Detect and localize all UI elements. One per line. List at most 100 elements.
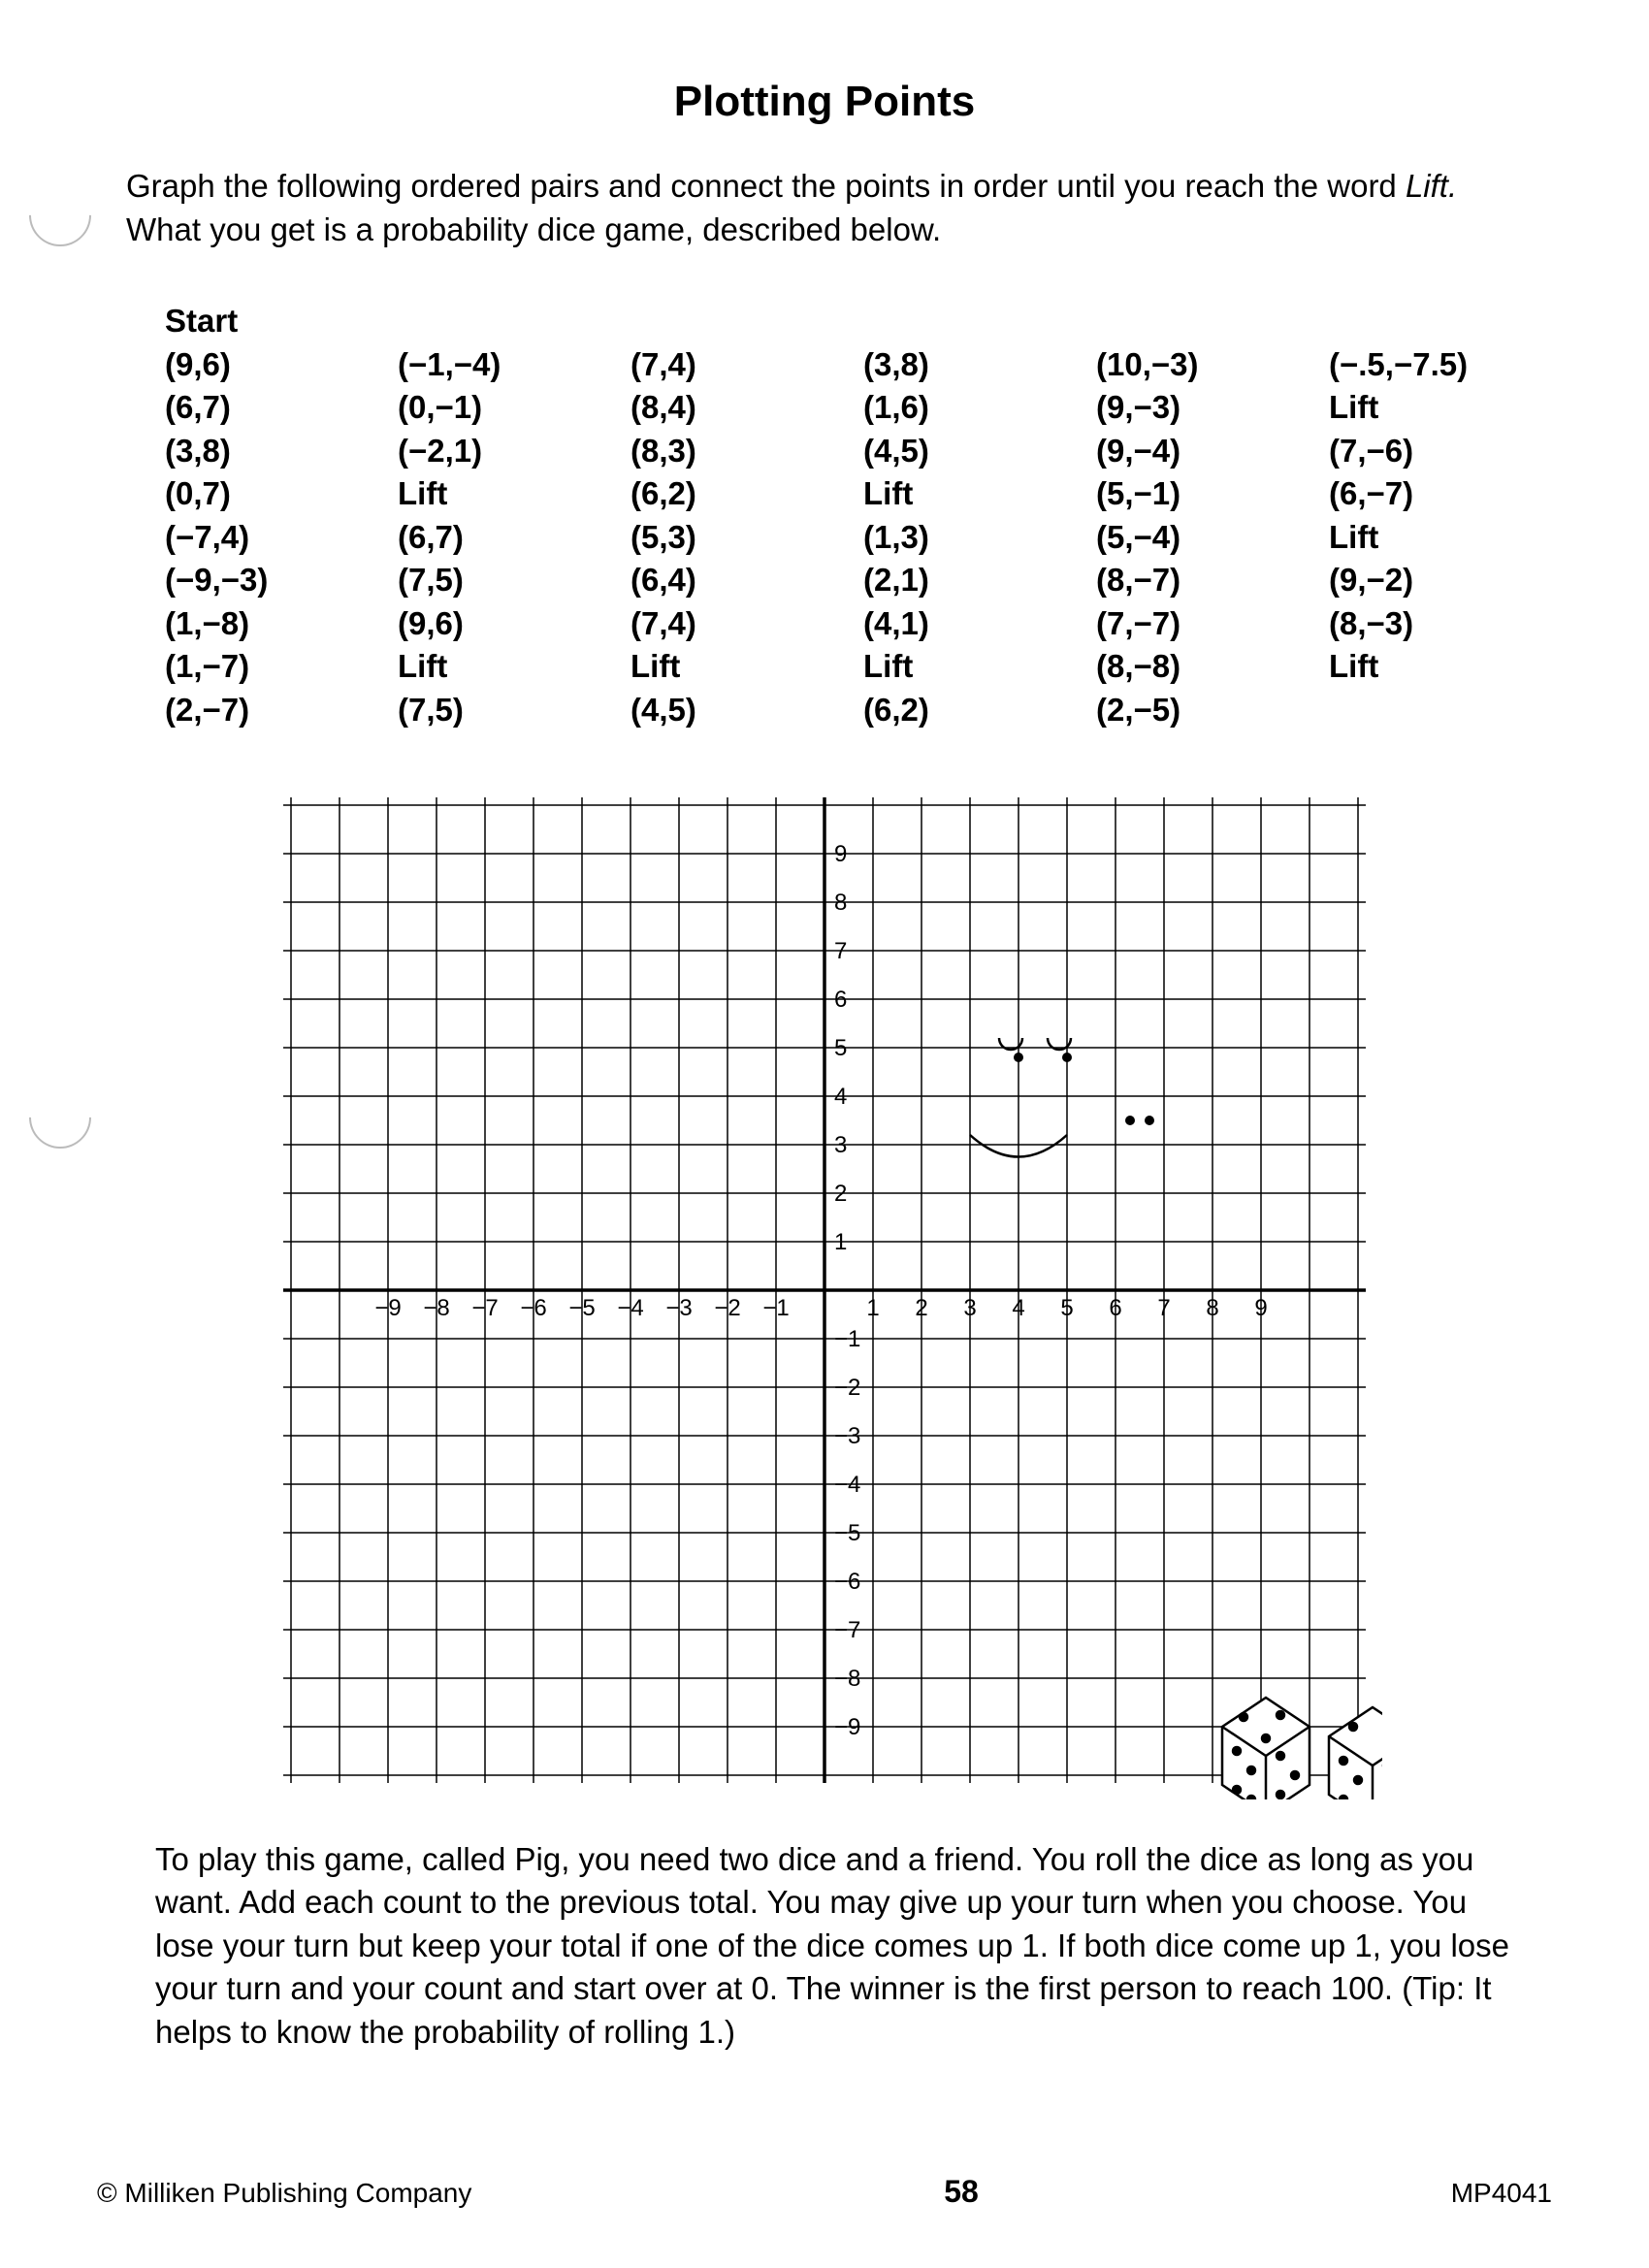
coord-cell: (6,2) [863, 689, 1028, 732]
svg-text:3: 3 [963, 1295, 976, 1321]
svg-text:−1: −1 [762, 1295, 789, 1321]
svg-text:−5: −5 [568, 1295, 595, 1321]
coord-cell: (3,8) [165, 430, 330, 473]
coord-column-3: (3,8) (1,6) (4,5) Lift (1,3) (2,1) (4,1)… [863, 300, 1028, 731]
svg-text:8: 8 [834, 890, 847, 916]
coord-column-1: (−1,−4) (0,−1) (−2,1) Lift (6,7) (7,5) (… [398, 300, 563, 731]
coord-cell: (6,−7) [1329, 472, 1494, 516]
coord-cell: (9,−4) [1096, 430, 1261, 473]
svg-text:−6: −6 [834, 1569, 860, 1595]
svg-text:9: 9 [834, 841, 847, 867]
coord-cell: (7,4) [630, 602, 795, 646]
svg-text:3: 3 [834, 1132, 847, 1158]
coord-cell: (8,−3) [1329, 602, 1494, 646]
coord-cell: (7,5) [398, 559, 563, 602]
coord-cell: (−7,4) [165, 516, 330, 560]
coord-cell: (9,6) [398, 602, 563, 646]
svg-text:7: 7 [834, 938, 847, 964]
svg-text:−3: −3 [665, 1295, 692, 1321]
footer-code: MP4041 [1451, 2178, 1552, 2209]
coord-cell: (2,1) [863, 559, 1028, 602]
svg-text:9: 9 [1254, 1295, 1267, 1321]
worksheet-page: Plotting Points Graph the following orde… [0, 0, 1649, 2268]
coord-cell: (2,−7) [165, 689, 330, 732]
coord-cell: (8,3) [630, 430, 795, 473]
instructions-italic: Lift. [1406, 168, 1457, 204]
punch-hole-icon [16, 172, 105, 260]
coord-column-5: (−.5,−7.5) Lift (7,−6) (6,−7) Lift (9,−2… [1329, 300, 1494, 731]
svg-text:−3: −3 [834, 1423, 860, 1449]
instructions-text: Graph the following ordered pairs and co… [126, 165, 1523, 251]
footer-publisher: © Milliken Publishing Company [97, 2178, 471, 2209]
coord-cell: Lift [1329, 516, 1494, 560]
coord-cell: Lift [1329, 645, 1494, 689]
svg-text:−9: −9 [834, 1714, 860, 1740]
coord-cell: (1,3) [863, 516, 1028, 560]
coord-cell: (4,5) [863, 430, 1028, 473]
coord-cell: (9,6) [165, 343, 330, 387]
game-rules-text: To play this game, called Pig, you need … [155, 1838, 1523, 2055]
svg-text:1: 1 [834, 1229, 847, 1255]
coord-cell: (1,−7) [165, 645, 330, 689]
svg-text:6: 6 [834, 987, 847, 1013]
svg-text:8: 8 [1206, 1295, 1218, 1321]
coord-cell: (−2,1) [398, 430, 563, 473]
svg-text:−1: −1 [834, 1326, 860, 1352]
svg-text:−7: −7 [471, 1295, 498, 1321]
coordinates-block: Start (9,6) (6,7) (3,8) (0,7) (−7,4) (−9… [165, 300, 1523, 731]
page-title: Plotting Points [97, 78, 1552, 126]
coord-cell: Lift [1329, 386, 1494, 430]
coord-cell: (−.5,−7.5) [1329, 343, 1494, 387]
coordinate-grid: −9−9−8−8−7−7−6−6−5−5−4−4−3−3−2−2−1−11122… [267, 781, 1382, 1799]
coord-cell: (6,7) [398, 516, 563, 560]
coord-cell: Lift [863, 472, 1028, 516]
coord-cell: (4,5) [630, 689, 795, 732]
svg-text:7: 7 [1157, 1295, 1170, 1321]
coord-cell: (1,−8) [165, 602, 330, 646]
svg-text:−5: −5 [834, 1520, 860, 1546]
svg-text:−8: −8 [834, 1666, 860, 1692]
svg-text:5: 5 [1060, 1295, 1073, 1321]
svg-text:2: 2 [915, 1295, 927, 1321]
svg-text:−4: −4 [617, 1295, 643, 1321]
coord-cell: (3,8) [863, 343, 1028, 387]
svg-text:−2: −2 [714, 1295, 740, 1321]
coord-cell: (9,−2) [1329, 559, 1494, 602]
svg-text:−2: −2 [834, 1375, 860, 1401]
coord-cell: Lift [630, 645, 795, 689]
coord-cell: (0,−1) [398, 386, 563, 430]
coord-cell: (7,4) [630, 343, 795, 387]
svg-text:5: 5 [834, 1035, 847, 1061]
svg-text:2: 2 [834, 1181, 847, 1207]
svg-text:1: 1 [866, 1295, 879, 1321]
coord-cell: (8,−7) [1096, 559, 1261, 602]
coord-cell: (7,5) [398, 689, 563, 732]
coord-cell: (0,7) [165, 472, 330, 516]
coord-column-4: (10,−3) (9,−3) (9,−4) (5,−1) (5,−4) (8,−… [1096, 300, 1261, 731]
punch-hole-icon [16, 1074, 105, 1162]
coord-cell: Lift [398, 472, 563, 516]
svg-text:−4: −4 [834, 1472, 860, 1498]
coord-cell: (9,−3) [1096, 386, 1261, 430]
coord-cell: (7,−7) [1096, 602, 1261, 646]
svg-text:−7: −7 [834, 1617, 860, 1643]
coord-column-0: Start (9,6) (6,7) (3,8) (0,7) (−7,4) (−9… [165, 300, 330, 731]
coord-cell: (6,4) [630, 559, 795, 602]
svg-text:−9: −9 [374, 1295, 401, 1321]
coord-cell: (1,6) [863, 386, 1028, 430]
svg-text:−6: −6 [520, 1295, 546, 1321]
coord-cell: (8,−8) [1096, 645, 1261, 689]
coord-cell: (4,1) [863, 602, 1028, 646]
coord-cell: (6,7) [165, 386, 330, 430]
coord-cell: Lift [863, 645, 1028, 689]
coord-cell: (8,4) [630, 386, 795, 430]
coord-cell: (−9,−3) [165, 559, 330, 602]
coord-cell: Lift [398, 645, 563, 689]
start-label: Start [165, 300, 330, 343]
svg-text:6: 6 [1109, 1295, 1121, 1321]
footer-page-number: 58 [944, 2174, 979, 2210]
instructions-post: What you get is a probability dice game,… [126, 211, 941, 247]
coord-column-2: (7,4) (8,4) (8,3) (6,2) (5,3) (6,4) (7,4… [630, 300, 795, 731]
coord-cell: (−1,−4) [398, 343, 563, 387]
coord-cell: (5,3) [630, 516, 795, 560]
